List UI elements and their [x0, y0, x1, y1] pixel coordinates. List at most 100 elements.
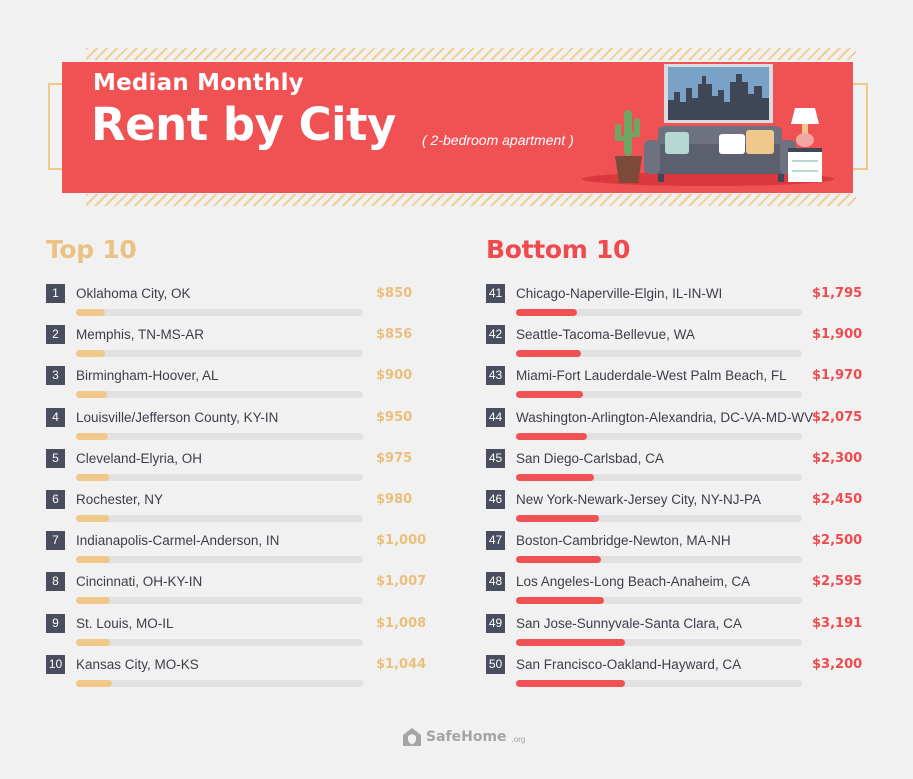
- rent-bar-fill: [76, 679, 112, 687]
- rank-badge: 41: [486, 284, 505, 303]
- brand-name: SafeHome: [426, 729, 507, 745]
- city-name: San Jose-Sunnyvale-Santa Clara, CA: [516, 615, 742, 631]
- subtitle: ( 2-bedroom apartment ): [422, 132, 574, 148]
- list-item: 50 San Francisco-Oakland-Hayward, CA $3,20…: [486, 647, 862, 688]
- living-room-illustration: [582, 64, 834, 186]
- rent-bar-track: [76, 638, 363, 646]
- rent-bar-fill: [516, 350, 581, 358]
- rent-bar-fill: [76, 556, 111, 564]
- city-name: Oklahoma City, OK: [76, 286, 191, 301]
- list-item: 42 Seattle-Tacoma-Bellevue, WA $1,900: [486, 317, 862, 358]
- header-banner: Median Monthly Rent by City ( 2-bedroom …: [62, 62, 853, 193]
- sofa-icon: [644, 126, 796, 182]
- title-line-1: Median Monthly: [93, 70, 304, 96]
- list-item: 3 Birmingham-Hoover, AL $900: [46, 358, 412, 399]
- city-name: Cincinnati, OH-KY-IN: [76, 574, 203, 590]
- rank-badge: 6: [46, 489, 65, 509]
- rent-bar-fill: [76, 350, 106, 358]
- rank-badge: 2: [46, 325, 65, 345]
- city-name: Louisville/Jefferson County, KY-IN: [76, 409, 279, 425]
- rent-price: $900: [376, 368, 413, 384]
- rent-price: $3,200: [812, 656, 863, 672]
- rent-price: $1,900: [812, 327, 863, 343]
- rank-badge: 44: [486, 407, 505, 427]
- rent-bar-fill: [516, 514, 600, 522]
- list-item: 7 Indianapolis-Carmel-Anderson, IN $1,000: [46, 523, 426, 564]
- list-item: 1 Oklahoma City, OK $850: [46, 276, 412, 317]
- rent-bar-fill: [516, 679, 625, 687]
- list-item: 41 Chicago-Naperville-Elgin, IL-IN-WI $1,7…: [486, 276, 862, 317]
- rent-bar-track: [516, 309, 802, 316]
- list-item: 4 Louisville/Jefferson County, KY-IN $950: [46, 400, 412, 441]
- rent-price: $1,007: [376, 574, 427, 590]
- skyline-picture-icon: [664, 64, 773, 123]
- city-name: Kansas City, MO-KS: [76, 656, 199, 672]
- top10-list: 1 Oklahoma City, OK $850 2 Memphis, TN-MS-AR…: [46, 276, 426, 688]
- list-item: 2 Memphis, TN-MS-AR $856: [46, 317, 412, 358]
- list-item: 8 Cincinnati, OH-KY-IN $1,007: [46, 564, 426, 605]
- list-item: 43 Miami-Fort Lauderdale-West Palm Beach,…: [486, 358, 862, 399]
- rent-price: $1,970: [812, 368, 863, 384]
- rank-badge: 8: [46, 572, 65, 592]
- rent-bar-fill: [76, 432, 109, 440]
- rent-bar-fill: [516, 597, 605, 605]
- rent-price: $2,500: [812, 533, 863, 549]
- rent-bar-track: [76, 432, 363, 440]
- rent-bar-fill: [516, 391, 584, 399]
- city-name: New York-Newark-Jersey City, NY-NJ-PA: [516, 491, 762, 507]
- list-item: 6 Rochester, NY $980: [46, 482, 412, 523]
- list-item: 47 Boston-Cambridge-Newton, MA-NH $2,500: [486, 523, 862, 564]
- bottom10-list: 41 Chicago-Naperville-Elgin, IL-IN-WI $1,7…: [486, 276, 862, 688]
- list-item: 48 Los Angeles-Long Beach-Anaheim, CA $2,5…: [486, 564, 862, 605]
- list-item: 5 Cleveland-Elyria, OH $975: [46, 441, 412, 482]
- rent-price: $850: [376, 286, 413, 301]
- city-name: Chicago-Naperville-Elgin, IL-IN-WI: [516, 286, 723, 301]
- rent-bar-fill: [516, 432, 587, 440]
- rent-bar-track: [516, 556, 802, 564]
- brand-suffix: .org: [511, 735, 526, 744]
- rank-badge: 48: [486, 572, 505, 592]
- rent-price: $950: [376, 409, 413, 425]
- rank-badge: 3: [46, 366, 65, 386]
- city-name: Seattle-Tacoma-Bellevue, WA: [516, 327, 695, 343]
- rent-price: $856: [376, 327, 413, 343]
- rent-bar-track: [516, 350, 802, 358]
- rank-badge: 1: [46, 284, 65, 303]
- city-name: Washington-Arlington-Alexandria, DC-VA-M…: [516, 409, 814, 425]
- rank-badge: 9: [46, 613, 65, 633]
- rank-badge: 43: [486, 366, 505, 386]
- banner-hatch-top: [86, 48, 856, 60]
- rent-bar-track: [76, 514, 363, 522]
- rent-bar-track: [516, 391, 802, 399]
- city-name: San Francisco-Oakland-Hayward, CA: [516, 656, 742, 672]
- city-name: St. Louis, MO-IL: [76, 615, 174, 631]
- rent-bar-track: [76, 391, 363, 399]
- rent-bar-fill: [76, 514, 110, 522]
- rent-bar-track: [516, 597, 802, 605]
- rent-bar-track: [76, 597, 363, 605]
- rent-bar-fill: [516, 309, 578, 316]
- rent-bar-fill: [76, 309, 106, 316]
- rent-bar-track: [76, 350, 363, 358]
- list-item: 44 Washington-Arlington-Alexandria, DC-VA…: [486, 400, 862, 441]
- top10-section: Top 10 1 Oklahoma City, OK $850 2 Memphis, T…: [46, 230, 426, 688]
- list-item: 45 San Diego-Carlsbad, CA $2,300: [486, 441, 862, 482]
- floor-shadow: [582, 172, 834, 186]
- city-name: Cleveland-Elyria, OH: [76, 450, 203, 466]
- city-name: Rochester, NY: [76, 491, 164, 507]
- rank-badge: 46: [486, 489, 505, 509]
- rent-price: $2,075: [812, 409, 863, 425]
- rent-bar-fill: [76, 391, 107, 399]
- rent-bar-track: [516, 473, 802, 481]
- title-line-2: Rent by City: [91, 98, 396, 151]
- footer-brand: SafeHome .org: [402, 727, 525, 747]
- bottom10-heading: Bottom 10: [486, 235, 631, 264]
- list-item: 49 San Jose-Sunnyvale-Santa Clara, CA $3,1…: [486, 606, 862, 647]
- rank-badge: 4: [46, 407, 65, 427]
- rent-price: $1,044: [376, 656, 427, 672]
- rank-badge: 47: [486, 531, 505, 551]
- city-name: Indianapolis-Carmel-Anderson, IN: [76, 533, 280, 549]
- rent-bar-track: [516, 638, 802, 646]
- list-item: 46 New York-Newark-Jersey City, NY-NJ-PA $…: [486, 482, 862, 523]
- rent-bar-fill: [76, 638, 111, 646]
